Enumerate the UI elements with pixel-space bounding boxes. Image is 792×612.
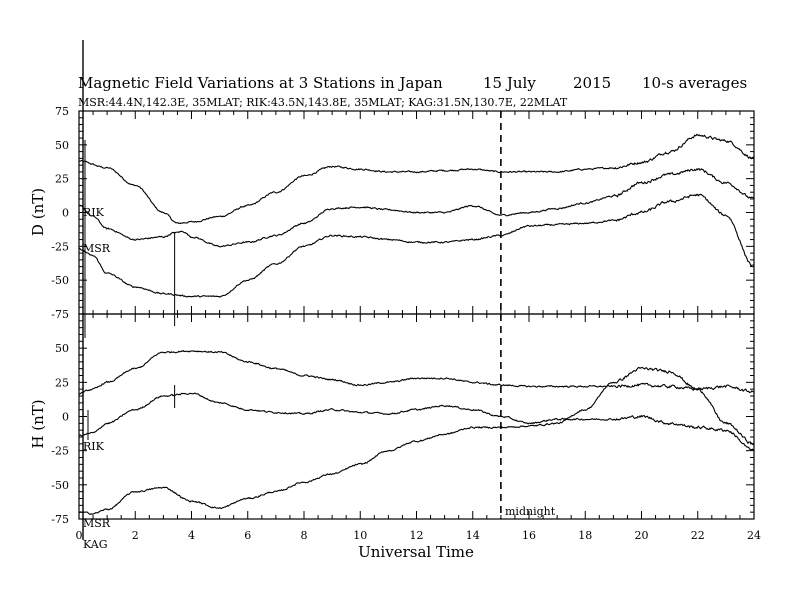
panel-frame-1	[78, 313, 755, 520]
y-tick-label: -25	[51, 445, 69, 458]
h-label-kag: KAG	[83, 538, 108, 551]
x-tick-label: 10	[353, 529, 367, 542]
y-tick-label: -50	[51, 274, 69, 287]
h-label-msr: MSR	[83, 517, 111, 530]
trace-panel0-series0	[78, 133, 755, 225]
h-panel-ylabel: H (nT)	[29, 399, 47, 448]
x-tick-label: 8	[301, 529, 308, 542]
chart-averaging: 10-s averages	[642, 74, 747, 92]
trace-panel1-series2	[78, 366, 755, 515]
x-tick-label: 18	[578, 529, 592, 542]
x-tick-label: 20	[635, 529, 649, 542]
x-axis-label: Universal Time	[358, 543, 474, 561]
d-label-msr: MSR	[83, 242, 111, 255]
x-tick-label: 6	[244, 529, 251, 542]
x-tick-label: 14	[466, 529, 480, 542]
chart-year: 2015	[573, 74, 611, 92]
x-tick-label: 22	[691, 529, 705, 542]
midnight-annotation: midnight	[505, 505, 556, 518]
trace-panel0-series1	[78, 167, 755, 248]
d-panel-ylabel: D (nT)	[29, 188, 47, 236]
y-tick-label: 50	[55, 342, 69, 355]
y-tick-label: -75	[51, 513, 69, 526]
y-tick-label: 75	[55, 105, 69, 118]
d-label-rik: RIK	[83, 206, 105, 219]
y-tick-label: -50	[51, 479, 69, 492]
y-tick-label: -75	[51, 308, 69, 321]
chart-subtitle: MSR:44.4N,142.3E, 35MLAT; RIK:43.5N,143.…	[78, 96, 568, 109]
trace-panel0-series2	[78, 193, 755, 298]
trace-panel1-series1	[78, 392, 755, 452]
h-label-rik: RIK	[83, 440, 105, 453]
x-tick-label: 4	[188, 529, 195, 542]
chart-title: Magnetic Field Variations at 3 Stations …	[78, 74, 443, 92]
y-tick-label: 0	[62, 207, 69, 220]
y-tick-label: 25	[55, 173, 69, 186]
x-tick-label: 0	[76, 529, 83, 542]
x-tick-label: 2	[132, 529, 139, 542]
y-tick-label: 50	[55, 139, 69, 152]
trace-panel1-series0	[78, 349, 755, 395]
x-tick-label: 16	[522, 529, 536, 542]
y-tick-label: 0	[62, 411, 69, 424]
x-tick-label: 24	[747, 529, 761, 542]
y-tick-label: 25	[55, 376, 69, 389]
chart-date: 15 July	[483, 74, 536, 92]
x-tick-label: 12	[410, 529, 424, 542]
y-tick-label: -25	[51, 240, 69, 253]
